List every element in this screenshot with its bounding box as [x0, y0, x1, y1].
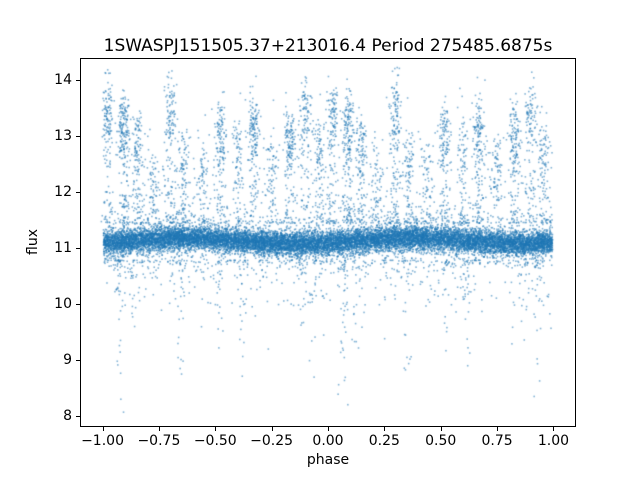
- plot-area: [80, 58, 576, 427]
- x-tick-label: −0.25: [250, 433, 294, 449]
- x-tick-label: 1.00: [537, 433, 570, 449]
- x-tick-mark: [102, 427, 104, 431]
- y-tick-label: 14: [54, 72, 72, 89]
- y-tick-mark: [76, 248, 80, 250]
- y-tick-label: 8: [63, 407, 72, 424]
- chart-title: 1SWASPJ151505.37+213016.4 Period 275485.…: [103, 36, 553, 56]
- y-tick-label: 11: [54, 240, 72, 257]
- x-tick-mark: [440, 427, 442, 431]
- y-tick-mark: [76, 415, 80, 417]
- x-tick-label: 0.75: [481, 433, 513, 449]
- x-tick-mark: [215, 427, 217, 431]
- y-tick-mark: [76, 136, 80, 138]
- x-tick-label: 0.00: [312, 433, 344, 449]
- x-tick-label: 0.50: [425, 433, 457, 449]
- y-tick-label: 10: [54, 296, 72, 312]
- x-tick-label: −0.50: [193, 433, 237, 449]
- x-tick-mark: [497, 427, 499, 431]
- scatter-canvas: [81, 59, 575, 426]
- x-tick-label: −0.75: [137, 433, 181, 449]
- x-tick-label: −1.00: [81, 433, 124, 449]
- x-tick-mark: [384, 427, 386, 431]
- y-tick-label: 13: [54, 128, 72, 145]
- x-tick-mark: [271, 427, 273, 431]
- x-tick-label: 0.25: [368, 433, 400, 449]
- y-tick-label: 9: [63, 351, 72, 368]
- y-tick-mark: [76, 192, 80, 194]
- x-tick-mark: [328, 427, 329, 431]
- y-tick-mark: [76, 80, 80, 82]
- y-tick-mark: [76, 304, 80, 305]
- y-tick-label: 12: [54, 184, 72, 201]
- x-tick-mark: [158, 427, 160, 431]
- x-tick-mark: [553, 427, 555, 431]
- y-tick-mark: [76, 359, 80, 361]
- x-axis-label: phase: [306, 452, 350, 468]
